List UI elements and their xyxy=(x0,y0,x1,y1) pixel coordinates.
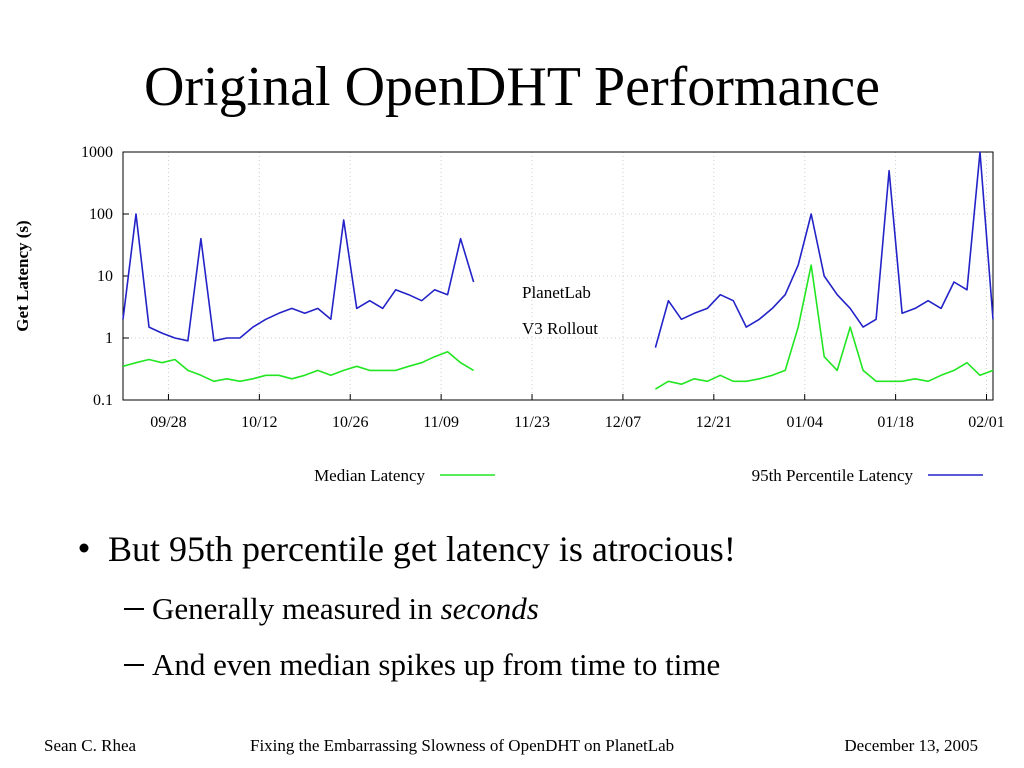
y-tick-label: 10 xyxy=(97,268,113,285)
y-axis-label: Get Latency (s) xyxy=(13,220,32,331)
legend-label: 95th Percentile Latency xyxy=(752,466,914,485)
annotation: PlanetLab xyxy=(522,283,591,302)
x-tick-label: 10/12 xyxy=(241,414,277,431)
x-tick-label: 10/26 xyxy=(332,414,368,431)
footer-date: December 13, 2005 xyxy=(844,736,978,755)
bullet-text: But 95th percentile get latency is atroc… xyxy=(108,529,736,569)
footer-author: Sean C. Rhea xyxy=(44,736,137,755)
y-tick-label: 0.1 xyxy=(93,392,113,409)
sub-bullet-emphasis: seconds xyxy=(441,591,539,626)
x-tick-label: 12/21 xyxy=(696,414,732,431)
chart: 0.1 1 10 100 1000 09/28 10/12 10/26 11/09 11/23 12… xyxy=(13,144,1005,485)
line-series xyxy=(122,151,994,348)
sub-bullet-text: And even median spikes up from time to t… xyxy=(152,647,720,682)
annotation: V3 Rollout xyxy=(522,319,598,338)
slide-title: Original OpenDHT Performance xyxy=(144,56,880,118)
x-tick-label: 01/04 xyxy=(786,414,822,431)
y-tick-label: 1 xyxy=(105,330,113,347)
y-tick-label: 100 xyxy=(89,206,113,223)
x-tick-label: 11/09 xyxy=(423,414,459,431)
x-tick-label: 12/07 xyxy=(605,414,641,431)
x-tick-label: 11/23 xyxy=(514,414,550,431)
sub-bullet-text: Generally measured in xyxy=(152,591,433,626)
footer-talk: Fixing the Embarrassing Slowness of Open… xyxy=(250,736,674,755)
bullet-dot xyxy=(79,543,89,553)
y-tick-label: 1000 xyxy=(81,144,113,161)
x-tick-label: 09/28 xyxy=(150,414,186,431)
plot-frame xyxy=(122,151,994,401)
legend-label: Median Latency xyxy=(314,466,425,485)
x-tick-label: 01/18 xyxy=(877,414,913,431)
line-series xyxy=(122,264,994,390)
x-tick-label: 02/01 xyxy=(968,414,1004,431)
